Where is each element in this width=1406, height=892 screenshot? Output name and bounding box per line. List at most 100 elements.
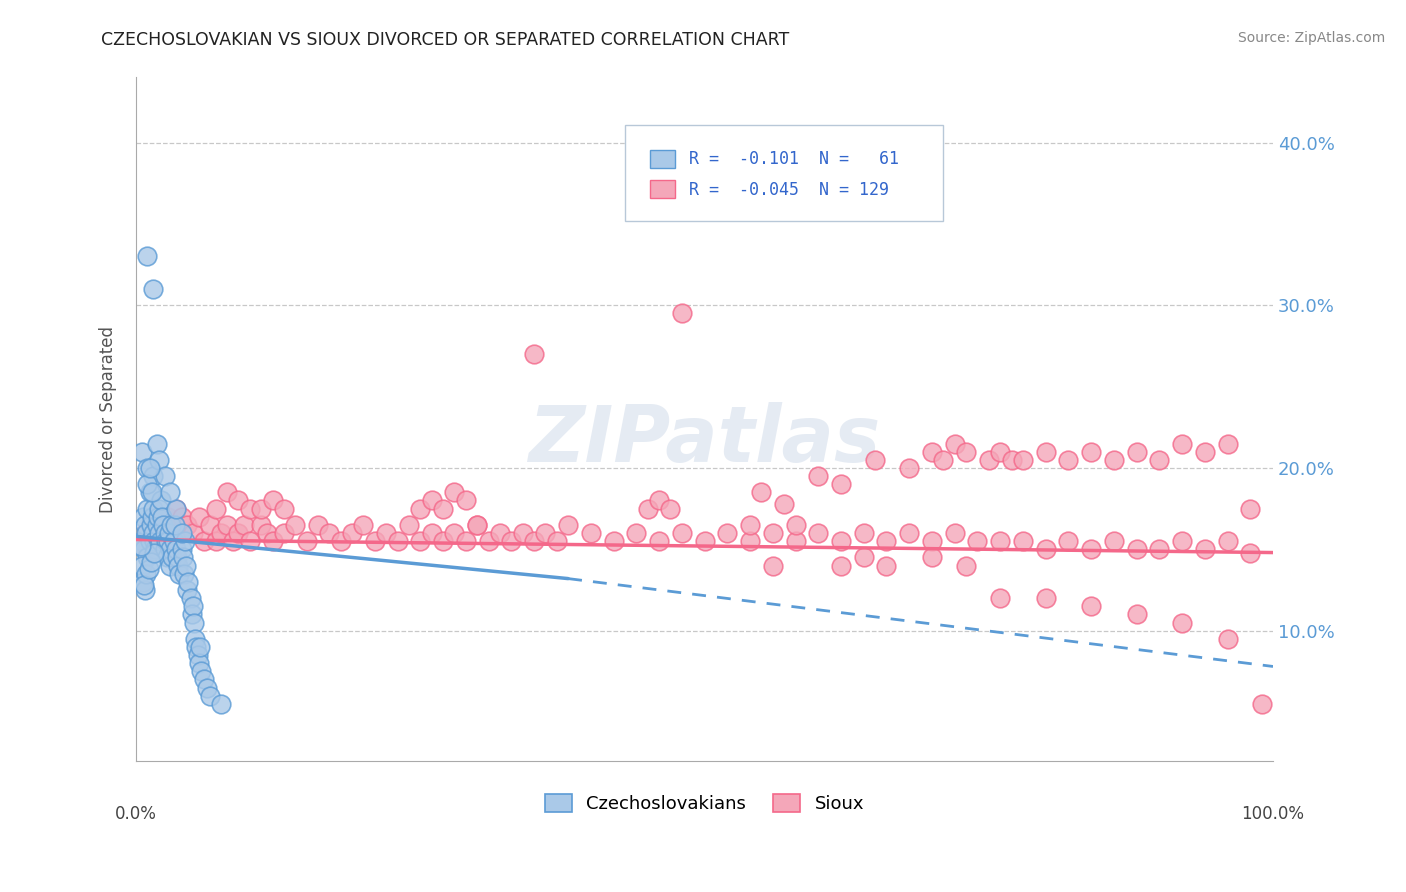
- Point: [318, 526, 340, 541]
- Point: [167, 558, 190, 573]
- Point: [186, 640, 208, 654]
- Point: [955, 558, 977, 573]
- FancyBboxPatch shape: [650, 180, 675, 198]
- Point: [785, 534, 807, 549]
- Point: [465, 517, 488, 532]
- Point: [256, 526, 278, 541]
- Point: [273, 526, 295, 541]
- Text: R =  -0.101  N =   61: R = -0.101 N = 61: [689, 151, 898, 169]
- Point: [1057, 452, 1080, 467]
- Point: [1035, 542, 1057, 557]
- Point: [637, 501, 659, 516]
- Legend: Czechoslovakians, Sioux: Czechoslovakians, Sioux: [537, 787, 872, 820]
- Point: [1080, 444, 1102, 458]
- Point: [648, 534, 671, 549]
- Point: [136, 477, 159, 491]
- Point: [190, 665, 212, 679]
- Point: [129, 539, 152, 553]
- Point: [138, 562, 160, 576]
- Point: [1149, 542, 1171, 557]
- Point: [159, 517, 181, 532]
- Point: [364, 534, 387, 549]
- Point: [180, 607, 202, 622]
- Point: [145, 509, 167, 524]
- Point: [512, 526, 534, 541]
- Point: [143, 534, 166, 549]
- Point: [762, 558, 785, 573]
- Point: [132, 574, 155, 589]
- Point: [534, 526, 557, 541]
- Point: [166, 550, 188, 565]
- Point: [716, 526, 738, 541]
- Point: [773, 497, 796, 511]
- Point: [136, 249, 159, 263]
- Point: [239, 501, 262, 516]
- Point: [148, 526, 170, 541]
- Point: [153, 469, 176, 483]
- Point: [762, 526, 785, 541]
- Point: [751, 485, 773, 500]
- Point: [1239, 501, 1261, 516]
- Point: [156, 534, 179, 549]
- Point: [215, 517, 238, 532]
- Point: [172, 550, 194, 565]
- Point: [132, 578, 155, 592]
- Point: [1216, 436, 1239, 450]
- Point: [1012, 452, 1035, 467]
- Point: [1125, 607, 1147, 622]
- Point: [420, 526, 443, 541]
- Point: [198, 517, 221, 532]
- Point: [134, 517, 156, 532]
- Point: [626, 526, 648, 541]
- Point: [375, 526, 398, 541]
- Point: [1171, 436, 1194, 450]
- Point: [143, 545, 166, 559]
- Point: [142, 469, 165, 483]
- Point: [523, 534, 546, 549]
- Point: [136, 501, 159, 516]
- Point: [1102, 534, 1125, 549]
- Point: [131, 534, 153, 549]
- Point: [150, 493, 173, 508]
- Point: [284, 517, 307, 532]
- Point: [785, 517, 807, 532]
- Point: [420, 493, 443, 508]
- Point: [546, 534, 568, 549]
- Point: [173, 566, 195, 581]
- Point: [932, 452, 955, 467]
- Point: [1194, 444, 1216, 458]
- Point: [148, 452, 170, 467]
- Text: ZIPatlas: ZIPatlas: [529, 401, 880, 477]
- Point: [145, 517, 167, 532]
- Point: [228, 526, 250, 541]
- Point: [307, 517, 329, 532]
- Point: [153, 526, 176, 541]
- Point: [180, 591, 202, 606]
- Point: [142, 526, 165, 541]
- Point: [898, 461, 921, 475]
- Point: [157, 526, 180, 541]
- Point: [187, 657, 209, 671]
- Point: [557, 517, 579, 532]
- Point: [1035, 444, 1057, 458]
- Point: [150, 517, 173, 532]
- Point: [233, 517, 256, 532]
- Point: [146, 509, 169, 524]
- Point: [602, 534, 624, 549]
- Point: [136, 461, 159, 475]
- Point: [671, 306, 693, 320]
- Point: [1171, 534, 1194, 549]
- Point: [262, 493, 284, 508]
- Point: [273, 501, 295, 516]
- Point: [170, 509, 193, 524]
- Point: [139, 555, 162, 569]
- Point: [1080, 599, 1102, 614]
- Point: [1125, 444, 1147, 458]
- Point: [501, 534, 523, 549]
- Point: [523, 347, 546, 361]
- Point: [165, 501, 187, 516]
- Point: [1171, 615, 1194, 630]
- Point: [204, 534, 226, 549]
- Text: 0.0%: 0.0%: [115, 805, 157, 823]
- Point: [807, 469, 830, 483]
